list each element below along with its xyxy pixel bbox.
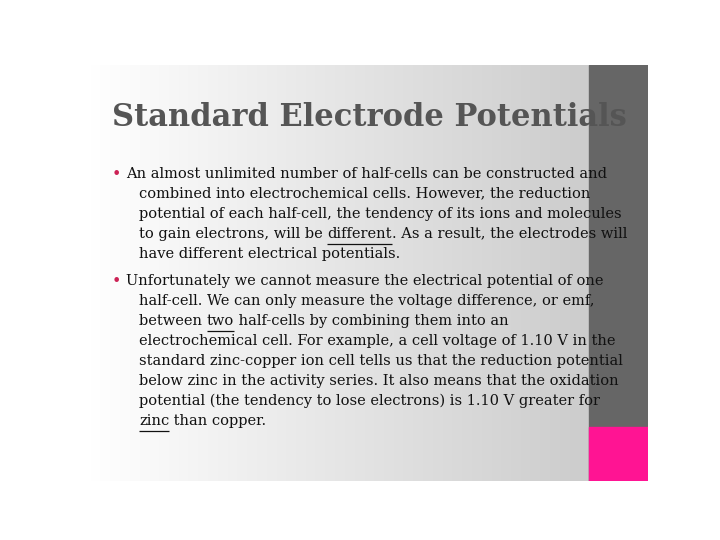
Text: electrochemical cell. For example, a cell voltage of 1.10 V in the: electrochemical cell. For example, a cel… [139,334,616,348]
Text: potential (the tendency to lose electrons) is 1.10 V greater for: potential (the tendency to lose electron… [139,394,600,408]
Text: two: two [207,314,234,328]
Text: zinc: zinc [139,414,169,428]
Text: half-cell. We can only measure the voltage difference, or emf,: half-cell. We can only measure the volta… [139,294,595,308]
Text: combined into electrochemical cells. However, the reduction: combined into electrochemical cells. How… [139,187,590,201]
Text: different: different [328,227,392,240]
Text: below zinc in the activity series. It also means that the oxidation: below zinc in the activity series. It al… [139,374,618,388]
Text: standard zinc-copper ion cell tells us that the reduction potential: standard zinc-copper ion cell tells us t… [139,354,623,368]
Text: have different electrical potentials.: have different electrical potentials. [139,246,400,260]
Text: . As a result, the electrodes will: . As a result, the electrodes will [392,227,627,240]
Text: •: • [111,274,120,289]
Text: to gain electrons, will be: to gain electrons, will be [139,227,328,240]
Text: Standard Electrode Potentials: Standard Electrode Potentials [112,102,627,133]
Bar [590,65,648,481]
Bar [590,427,648,481]
Text: •: • [111,167,120,181]
Text: potential of each half-cell, the tendency of its ions and molecules: potential of each half-cell, the tendenc… [139,207,622,220]
Text: between: between [139,314,207,328]
Text: than copper.: than copper. [169,414,266,428]
Text: An almost unlimited number of half-cells can be constructed and: An almost unlimited number of half-cells… [126,167,607,181]
Text: Unfortunately we cannot measure the electrical potential of one: Unfortunately we cannot measure the elec… [126,274,604,288]
Text: half-cells by combining them into an: half-cells by combining them into an [234,314,508,328]
